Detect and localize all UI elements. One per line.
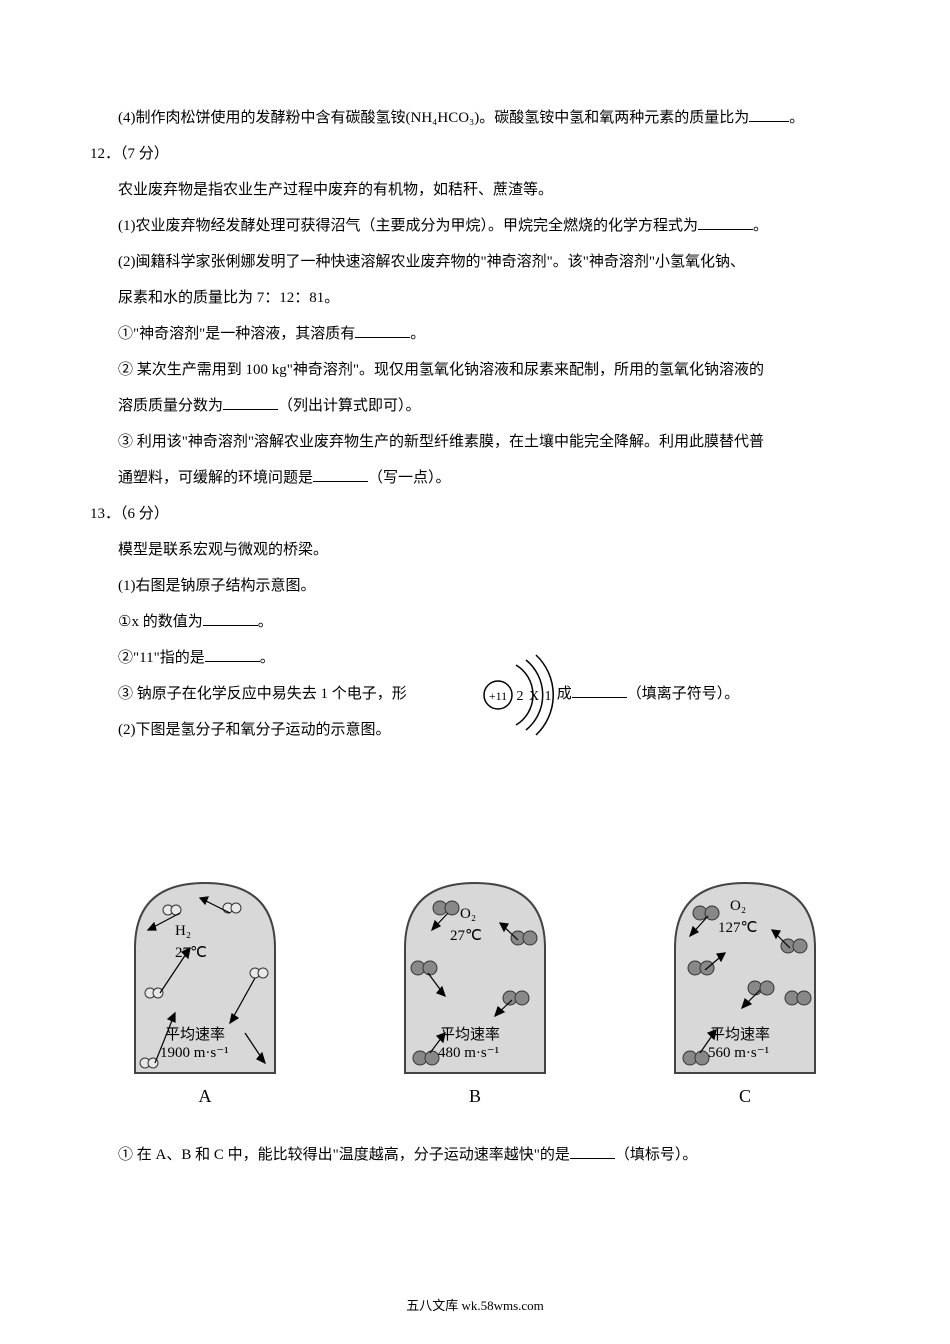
shell-n3: 1 (545, 689, 552, 704)
rate-c: 560 m·s⁻¹ (708, 1043, 769, 1062)
q13-bottom-a: ① 在 A、B 和 C 中，能比较得出"温度越高，分子运动速率越快"的是 (118, 1147, 570, 1163)
bell-b: O₂ 27℃ 平均速率 480 m·s⁻¹ (390, 868, 560, 1078)
q13-1-3c: （填离子符号）。 (627, 686, 740, 702)
rate-a: 1900 m·s⁻¹ (160, 1043, 229, 1062)
blank (572, 697, 627, 698)
bell-c: O₂ 127℃ 平均速率 560 m·s⁻¹ (660, 868, 830, 1078)
rate-b: 480 m·s⁻¹ (438, 1043, 499, 1062)
blank (698, 229, 753, 230)
q13-1-1: ①x 的数值为 。 (90, 604, 860, 640)
q12-2-3a: ③ 利用该"神奇溶剂"溶解农业废弃物生产的新型纤维素膜，在土壤中能完全降解。利用… (90, 424, 860, 460)
page-footer: 五八文库 wk.58wms.com (0, 1295, 950, 1314)
q12-2-2b: 溶质质量分数为 （列出计算式即可）。 (90, 388, 860, 424)
blank (355, 337, 410, 338)
q11-4-line: (4)制作肉松饼使用的发酵粉中含有碳酸氢铵(NH₄HCO₃)。碳酸氢铵中氢和氧两… (90, 100, 860, 136)
rate-label-a: 平均速率 (165, 1023, 225, 1044)
q13-1-1b: 。 (258, 614, 273, 630)
label-b: B (360, 1086, 590, 1107)
q12-2-3b-text: 通塑料，可缓解的环境问题是 (118, 470, 313, 486)
molecule-diagrams: H₂ 27℃ 平均速率 1900 m·s⁻¹ A (90, 868, 860, 1107)
diagram-a: H₂ 27℃ 平均速率 1900 m·s⁻¹ A (90, 868, 320, 1107)
shell-n2: X (529, 689, 539, 704)
q13-header: 13．（6 分） (90, 496, 860, 532)
q13-1-1a: ①x 的数值为 (118, 614, 203, 630)
q12-2-3c: （写一点）。 (368, 470, 451, 486)
q12-2-intro2: 尿素和水的质量比为 7：12：81。 (90, 280, 860, 316)
q13-1-2a: ②"11"指的是 (118, 650, 205, 666)
blank (205, 661, 260, 662)
mol-c: O₂ (730, 898, 746, 915)
q12-1: (1)农业废弃物经发酵处理可获得沼气（主要成分为甲烷）。甲烷完全燃烧的化学方程式… (90, 208, 860, 244)
q12-1b: 。 (753, 218, 768, 234)
q13-bottom: ① 在 A、B 和 C 中，能比较得出"温度越高，分子运动速率越快"的是 （填标号… (90, 1137, 860, 1173)
q12-2-1a: ①"神奇溶剂"是一种溶液，其溶质有 (118, 326, 355, 342)
q12-2-intro1: (2)闽籍科学家张俐娜发明了一种快速溶解农业废弃物的"神奇溶剂"。该"神奇溶剂"… (90, 244, 860, 280)
label-c: C (630, 1086, 860, 1107)
q13-bottom-b: （填标号）。 (615, 1147, 698, 1163)
q12-2-2b-text: 溶质质量分数为 (118, 398, 223, 414)
mol-a: H₂ (175, 923, 191, 940)
blank (570, 1158, 615, 1159)
q12-2-1b: 。 (410, 326, 425, 342)
nucleus-label: +11 (489, 689, 507, 703)
rate-label-c: 平均速率 (710, 1023, 770, 1044)
sodium-atom-diagram: +11 2 X 1 (468, 640, 578, 750)
q12-2-1: ①"神奇溶剂"是一种溶液，其溶质有 。 (90, 316, 860, 352)
shell-n1: 2 (517, 689, 524, 704)
label-a: A (90, 1086, 320, 1107)
q12-2-2c: （列出计算式即可）。 (278, 398, 421, 414)
q13-1-3a: ③ 钠原子在化学反应中易失去 1 个电子，形 (118, 686, 407, 702)
blank (223, 409, 278, 410)
q12-intro: 农业废弃物是指农业生产过程中废弃的有机物，如秸秆、蔗渣等。 (90, 172, 860, 208)
blank (749, 121, 789, 122)
diagram-b: O₂ 27℃ 平均速率 480 m·s⁻¹ B (360, 868, 590, 1107)
blank (313, 481, 368, 482)
rate-label-b: 平均速率 (440, 1023, 500, 1044)
temp-b: 27℃ (450, 926, 482, 945)
q13-1-2b: 。 (260, 650, 275, 666)
diagram-c: O₂ 127℃ 平均速率 560 m·s⁻¹ C (630, 868, 860, 1107)
mol-b: O₂ (460, 906, 476, 923)
atom-svg: +11 2 X 1 (468, 640, 578, 750)
q12-header: 12．（7 分） (90, 136, 860, 172)
q12-1a: (1)农业废弃物经发酵处理可获得沼气（主要成分为甲烷）。甲烷完全燃烧的化学方程式… (118, 218, 698, 234)
temp-c: 127℃ (718, 918, 757, 937)
q13-1: (1)右图是钠原子结构示意图。 (90, 568, 860, 604)
q12-2-3b: 通塑料，可缓解的环境问题是 （写一点）。 (90, 460, 860, 496)
q11-4-text: (4)制作肉松饼使用的发酵粉中含有碳酸氢铵(NH₄HCO₃)。碳酸氢铵中氢和氧两… (118, 110, 749, 126)
q13-intro: 模型是联系宏观与微观的桥梁。 (90, 532, 860, 568)
q12-2-2a: ② 某次生产需用到 100 kg"神奇溶剂"。现仅用氢氧化钠溶液和尿素来配制，所… (90, 352, 860, 388)
temp-a: 27℃ (175, 943, 207, 962)
q11-4-end: 。 (789, 110, 804, 126)
bell-a: H₂ 27℃ 平均速率 1900 m·s⁻¹ (120, 868, 290, 1078)
blank (203, 625, 258, 626)
